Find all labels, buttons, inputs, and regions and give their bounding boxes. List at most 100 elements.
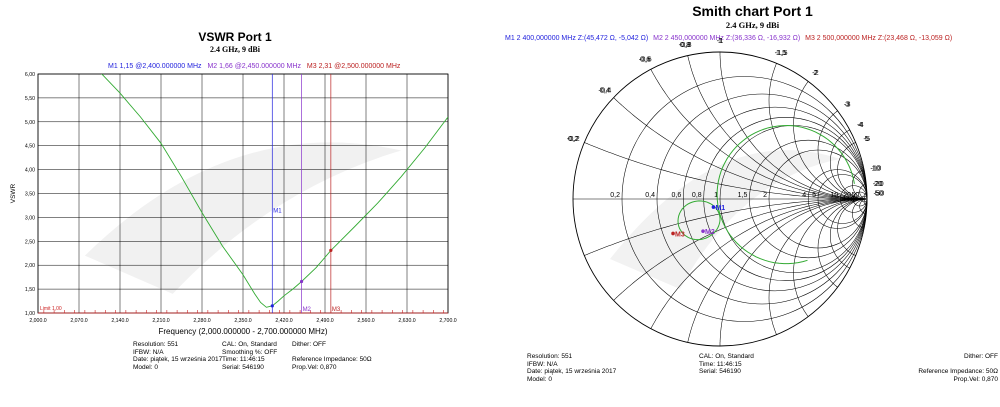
smith-marker-m1-point: [711, 205, 716, 209]
vswr-marker-m1-readout: M1 1,15 @2,400.000000 MHz: [108, 63, 202, 70]
positive-reactance-label: 1,5: [776, 48, 786, 57]
negative-reactance-label: -0,6: [639, 55, 652, 64]
info-prop-vel: Prop.Vel: 0,870: [953, 375, 998, 383]
positive-reactance-label: 4: [858, 120, 862, 129]
smith-marker-readout: M1 2 400,000000 MHz Z:(45,472 Ω, -5,042 …: [505, 35, 952, 42]
vswr-title: VSWR Port 1: [198, 30, 272, 44]
negative-reactance-label: -0,4: [598, 85, 611, 94]
y-tick-label: 1,50: [25, 287, 35, 293]
x-tick-label: 2,070.0: [70, 318, 87, 324]
x-tick-label: 2,630.0: [398, 318, 415, 324]
x-tick-label: 2,000.0: [29, 318, 46, 324]
info-ref-impedance: Reference Impedance: 50Ω: [292, 356, 372, 363]
smith-info-mid: CAL: On, Standard Time: 11:46:15 Serial:…: [699, 353, 754, 376]
reactance-arc: [830, 198, 867, 269]
vswr-chart: 1,00 1,50 2,00 2,50 3,00 3,50 4,00 4,50 5,00 5,50…: [10, 72, 457, 336]
smith-marker-m3-label: M3: [675, 231, 685, 238]
info-cal: CAL: On, Standard: [699, 353, 754, 360]
x-tick-label: 2,560.0: [357, 318, 374, 324]
x-tick-label: 2,350.0: [234, 318, 251, 324]
smith-info-right: Dither: OFF Reference Impedance: 50Ω Pro…: [918, 353, 998, 383]
y-tick-label: 4,50: [25, 144, 35, 150]
vswr-info-mid: CAL: On, Standard Smoothing %: OFF Time:…: [222, 341, 277, 371]
x-tick-label: 2,490.0: [316, 318, 333, 324]
y-tick-label: 3,50: [25, 192, 35, 198]
positive-reactance-label: 0,2: [568, 134, 578, 143]
real-axis-label: 1: [714, 192, 718, 199]
positive-reactance-label: 2: [813, 68, 817, 77]
vswr-marker-m2-readout: M2 1,66 @2,450.000000 MHz: [207, 63, 301, 70]
smith-trace-loop: [677, 200, 721, 241]
negative-reactance-label: -4: [857, 120, 864, 129]
y-tick-label: 6,00: [25, 72, 35, 78]
positive-reactance-label: 50: [875, 189, 883, 198]
smith-marker-m2-point: [701, 229, 705, 233]
positive-reactance-label: 10: [872, 164, 880, 173]
vswr-subtitle: 2.4 GHz, 9 dBi: [209, 45, 260, 54]
y-tick-label: 4,00: [25, 168, 35, 174]
negative-reactance-label: -50: [873, 189, 884, 198]
marker-m1-point: [270, 304, 274, 308]
smith-panel: Smith chart Port 1 2.4 GHz, 9 dBi M1 2 4…: [505, 0, 1000, 407]
reactance-arc: [863, 192, 867, 200]
reactance-arc: [863, 198, 867, 206]
info-blank: [292, 349, 372, 357]
negative-reactance-label: -1: [717, 36, 724, 45]
vswr-panel: VSWR Port 1 2.4 GHz, 9 dBi M1 1,15 @2,40…: [0, 0, 470, 407]
smith-marker-m2-readout: M2 2 450,000000 MHz Z:(36,336 Ω, -16,932…: [653, 35, 801, 42]
positive-reactance-label: 20: [874, 179, 882, 188]
x-tick-label: 2,280.0: [193, 318, 210, 324]
vswr-marker-m3-readout: M3 2,31 @2,500.000000 MHz: [306, 63, 401, 70]
real-axis-label: 0,8: [692, 192, 702, 199]
marker-m3-label: M3: [332, 307, 341, 313]
x-tick-label: 2,210.0: [152, 318, 169, 324]
negative-reactance-label: -20: [873, 179, 884, 188]
info-prop-vel: Prop.Vel: 0,870: [292, 363, 337, 371]
info-serial: Serial: 546190: [222, 363, 264, 371]
smith-info-left: Resolution: 551 IFBW: N/A Date: piątek, …: [527, 353, 616, 383]
smith-marker-m3-readout: M3 2 500,000000 MHz Z:(23,468 Ω, -13,059…: [805, 35, 953, 42]
info-model: Model: 0: [133, 363, 158, 371]
negative-reactance-label: -1,5: [775, 48, 788, 57]
real-axis-label: 0,2: [610, 192, 620, 199]
negative-reactance-label: -3: [844, 100, 851, 109]
info-blank: [918, 361, 998, 369]
info-resolution: Resolution: 551: [527, 353, 573, 360]
positive-reactance-label: 1: [718, 36, 722, 45]
vswr-info-right: Dither: OFF Reference Impedance: 50Ω Pro…: [292, 341, 372, 371]
marker-m3-point: [329, 248, 333, 252]
negative-reactance-label: -0,8: [679, 40, 692, 49]
info-dither: Dither: OFF: [964, 353, 998, 360]
marker-m2-point: [299, 279, 304, 284]
real-axis-label: 5: [812, 192, 816, 199]
real-axis-label: 10: [830, 192, 838, 199]
vswr-info-left: Resolution: 551 IFBW: N/A Date: piątek, …: [133, 341, 222, 371]
info-model: Model: 0: [527, 375, 552, 383]
x-tick-label: 2,420.0: [275, 318, 292, 324]
real-axis-label: 50: [851, 192, 859, 199]
smith-marker-m2-label: M2: [705, 229, 715, 236]
smith-marker-m1-label: M1: [715, 205, 725, 212]
positive-reactance-label: 0,6: [640, 55, 650, 64]
smith-chart: 0,2 0,4 0,6 0,8 1 1,5 2 4 5 10 20 500,20,40,60,8 11,…: [567, 36, 884, 347]
y-tick-label: 1,00: [25, 311, 35, 317]
negative-reactance-label: -2: [812, 68, 819, 77]
negative-reactance-label: -10: [870, 164, 881, 173]
info-ifbw: IFBW: N/A: [527, 360, 558, 368]
marker-m1-label: M1: [273, 209, 282, 215]
reactance-arc: [837, 142, 867, 200]
info-time: Time: 11:46:15: [222, 356, 265, 363]
info-date: Date: piątek, 15 września 2017: [133, 356, 223, 363]
smith-marker-m3-point: [671, 231, 675, 236]
positive-reactance-label: 3: [845, 100, 849, 109]
info-resolution: Resolution: 551: [133, 341, 179, 348]
y-tick-label: 5,50: [25, 96, 35, 102]
watermark-logo: [610, 150, 840, 289]
y-tick-label: 2,00: [25, 263, 35, 269]
info-time: Time: 11:46:15: [699, 360, 742, 368]
info-cal: CAL: On, Standard: [222, 341, 277, 348]
real-axis-label: 1,5: [738, 192, 748, 199]
x-tick-label: 2,700.0: [439, 318, 456, 324]
info-ifbw: IFBW: N/A: [133, 348, 164, 356]
y-tick-label: 5,00: [25, 120, 35, 126]
